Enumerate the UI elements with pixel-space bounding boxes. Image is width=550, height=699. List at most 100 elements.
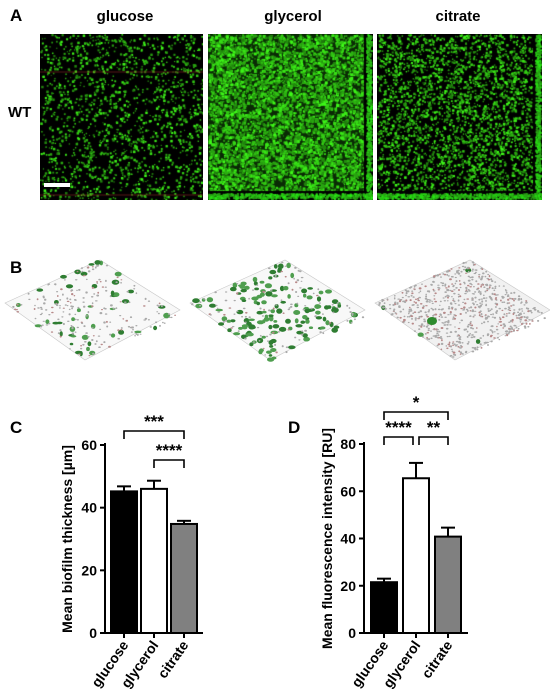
biomass-speck — [128, 301, 131, 304]
biomass-speck — [259, 334, 262, 337]
biomass-speck — [488, 286, 491, 289]
biomass-speck — [265, 335, 269, 338]
biomass-speck — [496, 325, 498, 328]
biomass-speck — [509, 309, 512, 312]
biomass-speck — [494, 285, 497, 288]
biomass-speck — [537, 319, 540, 322]
biomass-speck — [70, 325, 73, 327]
biomass-speck — [98, 278, 101, 281]
biomass-speck — [66, 305, 69, 307]
biomass-speck — [417, 311, 420, 314]
biomass-speck — [317, 288, 320, 291]
biomass-speck — [403, 315, 406, 318]
biomass-speck — [494, 287, 497, 289]
biomass-speck — [407, 321, 410, 324]
biomass-cluster — [306, 295, 313, 300]
biomass-speck — [451, 356, 455, 358]
biomass-speck — [436, 329, 440, 331]
biomass-speck — [451, 350, 454, 353]
biomass-speck — [520, 323, 523, 325]
biomass-speck — [295, 281, 298, 284]
biomass-cluster — [268, 314, 274, 317]
biomass-speck — [457, 269, 460, 272]
biomass-speck — [71, 307, 73, 310]
biomass-speck — [398, 300, 402, 303]
biomass-speck — [466, 267, 469, 270]
biomass-speck — [458, 350, 461, 353]
biomass-speck — [480, 315, 482, 318]
biomass-speck — [459, 345, 463, 347]
biomass-speck — [440, 327, 444, 329]
biomass-speck — [428, 299, 432, 301]
biomass-cluster — [276, 308, 283, 314]
biomass-speck — [411, 322, 414, 325]
biomass-speck — [432, 328, 435, 331]
biomass-cluster — [76, 308, 81, 313]
biomass-speck — [471, 276, 474, 279]
biomass-speck — [15, 309, 18, 311]
render-3d-citrate — [374, 259, 550, 361]
biomass-speck — [426, 324, 430, 326]
biomass-speck — [441, 284, 444, 287]
biomass-speck — [402, 300, 405, 302]
biomass-speck — [480, 298, 484, 300]
biomass-speck — [248, 316, 251, 319]
biomass-speck — [287, 282, 290, 285]
biomass-cluster — [285, 318, 291, 324]
biomass-speck — [450, 275, 454, 278]
biomass-speck — [524, 319, 528, 322]
biomass-speck — [41, 324, 44, 326]
biomass-speck — [465, 311, 467, 314]
biomass-speck — [414, 298, 418, 300]
biomass-cluster — [302, 315, 308, 320]
biomass-speck — [436, 332, 439, 334]
biomass-speck — [470, 336, 474, 339]
biomass-speck — [399, 310, 402, 313]
biomass-speck — [80, 347, 83, 350]
biomass-cluster — [318, 290, 324, 295]
biomass-speck — [280, 270, 284, 273]
biomass-speck — [434, 313, 438, 316]
biomass-speck — [288, 307, 291, 309]
biomass-cluster — [273, 264, 278, 269]
biomass-speck — [120, 327, 123, 329]
biomass-speck — [471, 299, 474, 301]
biomass-speck — [414, 317, 417, 319]
biomass-speck — [447, 319, 450, 322]
biomass-speck — [479, 343, 482, 346]
biomass-speck — [508, 330, 511, 332]
biomass-cluster — [272, 324, 280, 329]
biomass-cluster — [248, 318, 255, 322]
biomass-speck — [47, 283, 50, 286]
biomass-speck — [412, 304, 415, 306]
biomass-cluster — [121, 299, 130, 304]
biomass-cluster — [307, 287, 314, 290]
biomass-speck — [143, 319, 147, 321]
biomass-speck — [466, 309, 469, 312]
biomass-speck — [468, 334, 471, 337]
biomass-speck — [486, 289, 489, 292]
biomass-cluster — [280, 300, 287, 304]
biomass-speck — [474, 296, 477, 299]
biomass-cluster — [59, 331, 63, 337]
biomass-cluster — [118, 329, 125, 335]
biomass-speck — [437, 308, 441, 311]
biomass-speck — [61, 316, 64, 318]
biomass-speck — [520, 308, 523, 310]
biomass-speck — [248, 297, 250, 300]
biomass-speck — [414, 319, 417, 321]
biomass-speck — [501, 316, 505, 319]
biomass-speck — [332, 311, 335, 314]
biomass-speck — [99, 328, 102, 330]
micrograph-glycerol-canvas — [208, 34, 373, 200]
biomass-cluster — [270, 348, 277, 352]
biomass-speck — [405, 294, 407, 297]
biomass-speck — [447, 307, 451, 310]
biomass-speck — [417, 299, 420, 302]
biomass-speck — [530, 311, 533, 314]
biomass-speck — [441, 339, 443, 342]
significance-label: **** — [385, 418, 412, 437]
biomass-cluster — [243, 285, 250, 290]
biomass-speck — [78, 353, 81, 355]
biomass-speck — [454, 326, 456, 328]
